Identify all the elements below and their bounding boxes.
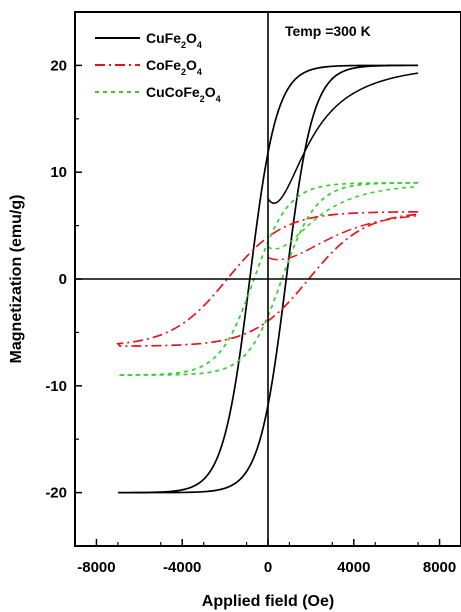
series-line-1 <box>117 64 419 494</box>
initial-curve-2 <box>267 215 419 261</box>
series-line-2 <box>116 211 419 347</box>
legend: CuFe2O4 CoFe2O4 CuCoFe2O4 <box>95 30 221 104</box>
y-tick-label: -20 <box>45 485 67 502</box>
y-tick-label: 10 <box>50 164 67 181</box>
series-curves <box>116 64 419 494</box>
initial-curve-1 <box>267 72 419 204</box>
y-tick-label: -10 <box>45 378 67 395</box>
legend-label-2: CoFe2O4 <box>146 57 202 77</box>
y-tick-label: 20 <box>50 57 67 74</box>
legend-label-3: CuCoFe2O4 <box>146 84 221 104</box>
x-tick-label: -8000 <box>77 559 115 576</box>
temperature-annotation: Temp =300 K <box>285 23 371 39</box>
y-axis-title: Magnetization (emu/g) <box>8 195 25 364</box>
x-tick-label: 4000 <box>337 559 370 576</box>
x-tick-label: 0 <box>264 559 272 576</box>
legend-label-1: CuFe2O4 <box>146 30 202 50</box>
x-tick-label: 8000 <box>423 559 456 576</box>
initial-curve-3 <box>267 185 419 250</box>
series-line-3 <box>117 182 419 376</box>
x-axis-title: Applied field (Oe) <box>202 593 334 610</box>
x-tick-label: -4000 <box>163 559 201 576</box>
y-tick-label: 0 <box>59 271 67 288</box>
axis-ticks: -8000 -4000 0 4000 8000 -20 -10 0 10 20 <box>45 11 461 576</box>
